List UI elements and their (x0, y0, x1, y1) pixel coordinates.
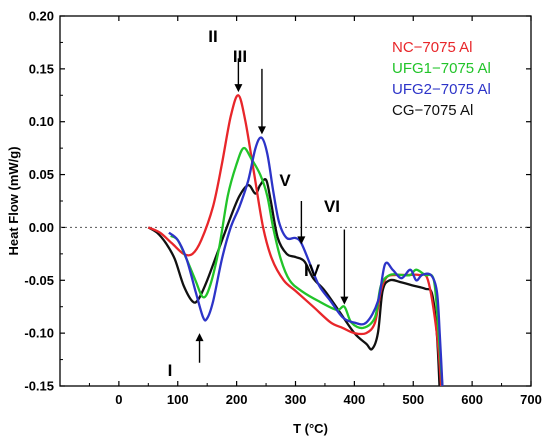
series-line-1 (170, 146, 444, 386)
x-axis-title: T (°C) (293, 421, 328, 436)
y-tick-label: 0.05 (29, 167, 54, 182)
annotation-label: I (168, 361, 173, 380)
y-tick-label: 0.10 (29, 114, 54, 129)
y-tick-label: 0.15 (29, 61, 54, 76)
annotation-label: VI (324, 197, 340, 216)
y-tick-label: -0.15 (24, 379, 54, 394)
legend-entry: UFG2−7075 Al (392, 81, 491, 98)
annotation-arrowhead (257, 126, 266, 135)
series-lines (147, 94, 444, 386)
annotation-arrowhead (297, 236, 306, 245)
series-line-3 (147, 178, 441, 386)
x-tick-label: 400 (344, 392, 366, 407)
x-tick-label: 0 (115, 392, 122, 407)
x-tick-label: 600 (461, 392, 483, 407)
y-axis-title: Heat Flow (mW/g) (6, 146, 21, 255)
legend: NC−7075 Al UFG1−7075 Al UFG2−7075 Al CG−707… (392, 39, 491, 119)
y-tick-label: -0.10 (24, 326, 54, 341)
legend-entry: CG−7075 Al (392, 102, 473, 119)
series-line-2 (168, 136, 444, 386)
axis-ticks: 0 100 200 300 400 500 600 700 -0.15 -0.10 -0.05 0.0… (24, 9, 541, 408)
annotation-label: III (233, 47, 247, 66)
x-tick-label: 500 (402, 392, 424, 407)
x-tick-label: 200 (226, 392, 248, 407)
y-tick-label: -0.05 (24, 273, 54, 288)
annotation-arrowhead (340, 296, 349, 305)
x-tick-label: 100 (167, 392, 189, 407)
x-tick-label: 300 (285, 392, 307, 407)
annotation-label: V (279, 171, 291, 190)
legend-entry: NC−7075 Al (392, 39, 472, 56)
annotation-label: IV (304, 261, 321, 280)
annotation-arrowhead (195, 333, 204, 342)
annotation-label: II (208, 27, 217, 46)
y-tick-label: 0.20 (29, 9, 54, 24)
y-tick-label: 0.00 (29, 220, 54, 235)
annotation-arrowhead (234, 84, 243, 93)
legend-entry: UFG1−7075 Al (392, 60, 491, 77)
x-tick-label: 700 (520, 392, 542, 407)
series-line-0 (147, 94, 443, 386)
